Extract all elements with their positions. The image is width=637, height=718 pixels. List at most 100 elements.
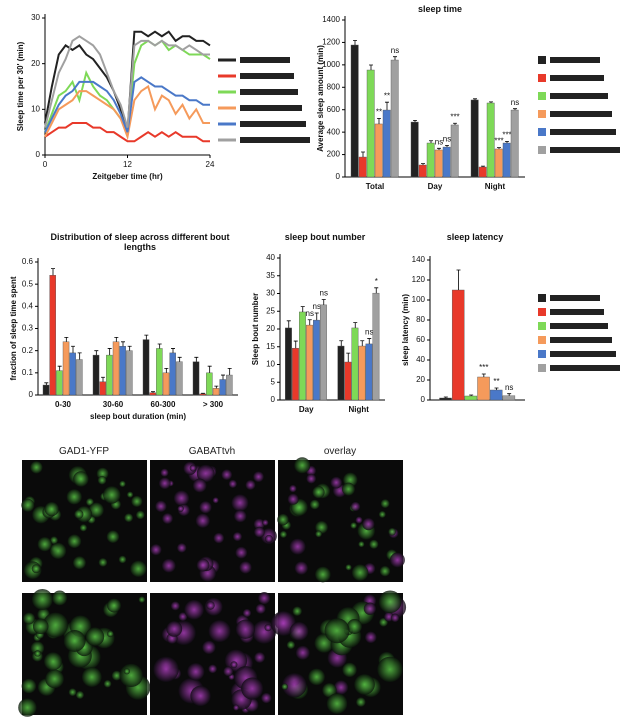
error-bar [456, 269, 461, 290]
y-tick-label: 15 [266, 342, 275, 351]
series-line [44, 76, 210, 133]
legend-swatch [538, 92, 546, 100]
cell [72, 556, 86, 570]
error-bar [127, 345, 132, 351]
cell [18, 698, 37, 717]
legend-swatch [538, 350, 546, 358]
cell [351, 564, 369, 581]
cell [295, 645, 310, 660]
y-tick-label: 5 [271, 377, 276, 386]
legend-label [550, 147, 620, 153]
error-bar [494, 387, 499, 390]
bar [42, 384, 50, 396]
bar [351, 327, 359, 401]
cell [364, 631, 377, 644]
cell [161, 558, 176, 573]
cell [75, 690, 85, 700]
cell [50, 536, 58, 545]
cell [241, 677, 264, 700]
cell [358, 541, 365, 548]
cell [213, 532, 225, 544]
cell [187, 662, 205, 681]
cell [119, 480, 126, 488]
bar [99, 381, 106, 396]
legend-label [550, 111, 612, 117]
cell [173, 490, 190, 506]
cell [378, 510, 386, 518]
legend-swatch [538, 294, 546, 302]
legend-label [550, 323, 608, 329]
error-bar [207, 365, 212, 373]
error-bar [221, 374, 225, 380]
y-tick-label: 400 [327, 127, 341, 136]
legend-label [550, 351, 616, 357]
bar [112, 341, 120, 396]
cell [231, 494, 249, 512]
cell [378, 590, 402, 614]
error-bar [429, 140, 433, 144]
bar [410, 121, 419, 178]
error-bar [367, 338, 372, 344]
error-bar [385, 101, 389, 111]
cell [68, 688, 77, 697]
significance-label: ns [320, 289, 328, 298]
bar [426, 142, 435, 178]
bar [344, 361, 352, 401]
legend-label [240, 89, 298, 95]
cell [106, 530, 120, 544]
cell [49, 542, 67, 560]
bar [502, 395, 516, 401]
error-bar [481, 373, 486, 377]
error-bar [293, 340, 298, 349]
error-bar [377, 117, 381, 124]
cell [286, 640, 296, 650]
x-tick-label: 24 [206, 160, 215, 169]
legend-label [240, 57, 290, 63]
x-tick-label: 12 [123, 160, 132, 169]
y-tick-label: 0.1 [22, 368, 34, 377]
bar [358, 156, 367, 178]
bar [212, 388, 220, 396]
cell [289, 621, 309, 641]
cell [98, 558, 108, 567]
cell [294, 457, 311, 474]
cell [350, 501, 361, 512]
cell [124, 513, 134, 523]
cell [30, 641, 45, 655]
chart-title: sleep bout number [284, 232, 366, 242]
error-bar [164, 368, 169, 373]
cell [315, 520, 328, 534]
error-bar [77, 352, 82, 360]
cell [245, 479, 256, 491]
x-tick-label: 0 [43, 160, 48, 169]
bar [486, 102, 495, 178]
cell [228, 479, 238, 489]
x-tick-label: Day [428, 182, 443, 191]
cell [111, 670, 122, 681]
error-bar [314, 312, 319, 321]
y-tick-label: 30 [266, 289, 275, 298]
cell [189, 464, 197, 472]
cell [103, 486, 121, 504]
series-line [44, 35, 210, 128]
cell [30, 461, 43, 474]
cell [31, 564, 41, 574]
error-bar [177, 356, 182, 362]
cell [233, 704, 240, 711]
error-bar [353, 40, 357, 46]
y-tick-label: 20 [31, 59, 40, 68]
y-tick-label: 1000 [322, 60, 340, 69]
y-tick-label: 0 [421, 395, 426, 404]
x-tick-label: > 300 [203, 400, 224, 409]
x-tick-label: 60-300 [151, 400, 176, 409]
x-tick-label: Day [299, 405, 314, 414]
legend-swatch [538, 146, 546, 154]
bar [320, 304, 327, 401]
cell [208, 619, 231, 643]
cell [389, 552, 405, 568]
cell [230, 661, 238, 669]
error-bar [507, 393, 512, 396]
y-tick-label: 120 [412, 275, 426, 284]
bar [162, 372, 170, 396]
cell [369, 539, 379, 549]
